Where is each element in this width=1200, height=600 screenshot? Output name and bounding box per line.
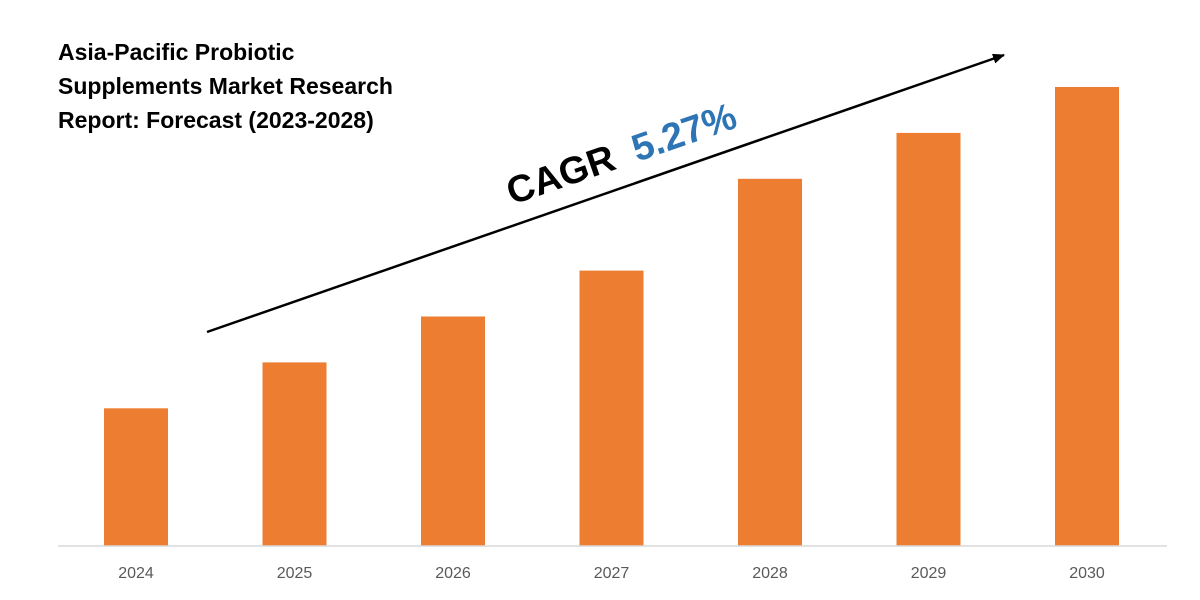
cagr-prefix: CAGR (501, 137, 620, 213)
bar-2024 (104, 408, 168, 546)
cagr-value: 5.27% (626, 96, 742, 171)
x-tick-labels: 2024 2025 2026 2027 2028 2029 2030 (118, 565, 1105, 582)
x-tick-label-2029: 2029 (911, 565, 947, 582)
bar-2025 (262, 362, 327, 546)
cagr-annotation: CAGR 5.27% (501, 96, 742, 214)
bars-group (104, 87, 1119, 547)
x-tick-label-2027: 2027 (594, 565, 630, 582)
bar-2026 (421, 316, 485, 546)
bar-2027 (579, 270, 644, 546)
x-tick-label-2024: 2024 (118, 565, 154, 582)
bar-2029 (896, 132, 961, 546)
trend-arrow (206, 53, 1005, 334)
bar-2030 (1055, 87, 1119, 546)
chart-title-line-2: Supplements Market Research (58, 73, 393, 99)
chart-title-line-1: Asia-Pacific Probiotic (58, 39, 295, 65)
x-tick-label-2025: 2025 (277, 565, 313, 582)
x-tick-label-2028: 2028 (752, 565, 788, 582)
chart-title-line-3: Report: Forecast (2023-2028) (58, 107, 374, 133)
x-tick-label-2030: 2030 (1069, 565, 1105, 582)
x-tick-label-2026: 2026 (435, 565, 471, 582)
bar-2028 (738, 178, 802, 547)
chart-title: Asia-Pacific Probiotic Supplements Marke… (58, 39, 399, 133)
